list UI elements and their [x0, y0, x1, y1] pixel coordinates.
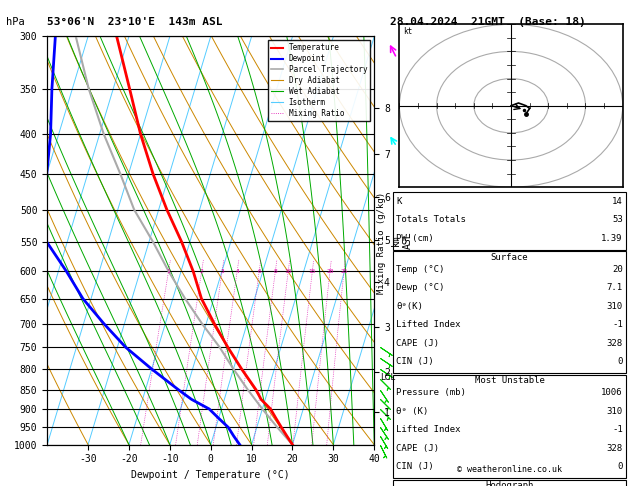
Text: Dewp (°C): Dewp (°C)	[396, 283, 445, 292]
X-axis label: Dewpoint / Temperature (°C): Dewpoint / Temperature (°C)	[131, 470, 290, 480]
Text: 15: 15	[309, 269, 316, 274]
Text: 0: 0	[617, 357, 623, 366]
Text: 328: 328	[606, 444, 623, 452]
Text: 1.39: 1.39	[601, 234, 623, 243]
Text: 1006: 1006	[601, 388, 623, 397]
Text: Pressure (mb): Pressure (mb)	[396, 388, 466, 397]
Text: hPa: hPa	[6, 17, 25, 27]
Text: CAPE (J): CAPE (J)	[396, 444, 439, 452]
Text: Surface: Surface	[491, 253, 528, 262]
Text: CIN (J): CIN (J)	[396, 357, 434, 366]
Text: 0: 0	[617, 462, 623, 471]
Text: 4: 4	[235, 269, 239, 274]
Text: 1: 1	[167, 269, 170, 274]
Text: CAPE (J): CAPE (J)	[396, 339, 439, 347]
Text: 53: 53	[612, 215, 623, 224]
Text: kt: kt	[403, 27, 413, 36]
Text: θᵊ (K): θᵊ (K)	[396, 407, 428, 416]
Text: Lifted Index: Lifted Index	[396, 320, 461, 329]
Text: -1: -1	[612, 320, 623, 329]
Text: 25: 25	[340, 269, 348, 274]
Text: PW (cm): PW (cm)	[396, 234, 434, 243]
Text: Most Unstable: Most Unstable	[474, 376, 545, 385]
Text: Totals Totals: Totals Totals	[396, 215, 466, 224]
Text: θᵊ(K): θᵊ(K)	[396, 302, 423, 311]
Text: 328: 328	[606, 339, 623, 347]
Text: CIN (J): CIN (J)	[396, 462, 434, 471]
Text: 20: 20	[326, 269, 334, 274]
Text: 2: 2	[200, 269, 204, 274]
Text: K: K	[396, 197, 402, 206]
Text: 8: 8	[274, 269, 277, 274]
Text: 53°06'N  23°10'E  143m ASL: 53°06'N 23°10'E 143m ASL	[47, 17, 223, 27]
Text: 10: 10	[284, 269, 292, 274]
Legend: Temperature, Dewpoint, Parcel Trajectory, Dry Adiabat, Wet Adiabat, Isotherm, Mi: Temperature, Dewpoint, Parcel Trajectory…	[268, 40, 370, 121]
Text: LCL: LCL	[381, 373, 396, 382]
Text: © weatheronline.co.uk: © weatheronline.co.uk	[457, 465, 562, 474]
Text: Temp (°C): Temp (°C)	[396, 265, 445, 274]
Text: Lifted Index: Lifted Index	[396, 425, 461, 434]
Text: 20: 20	[612, 265, 623, 274]
Text: 28.04.2024  21GMT  (Base: 18): 28.04.2024 21GMT (Base: 18)	[390, 17, 586, 27]
Text: 310: 310	[606, 302, 623, 311]
Text: Mixing Ratio (g/kg): Mixing Ratio (g/kg)	[377, 192, 386, 294]
Text: Hodograph: Hodograph	[486, 481, 533, 486]
Text: 14: 14	[612, 197, 623, 206]
Text: 6: 6	[257, 269, 261, 274]
Text: 7.1: 7.1	[606, 283, 623, 292]
Text: -1: -1	[612, 425, 623, 434]
Y-axis label: km
ASL: km ASL	[391, 232, 413, 249]
Text: 310: 310	[606, 407, 623, 416]
Text: 3: 3	[220, 269, 224, 274]
